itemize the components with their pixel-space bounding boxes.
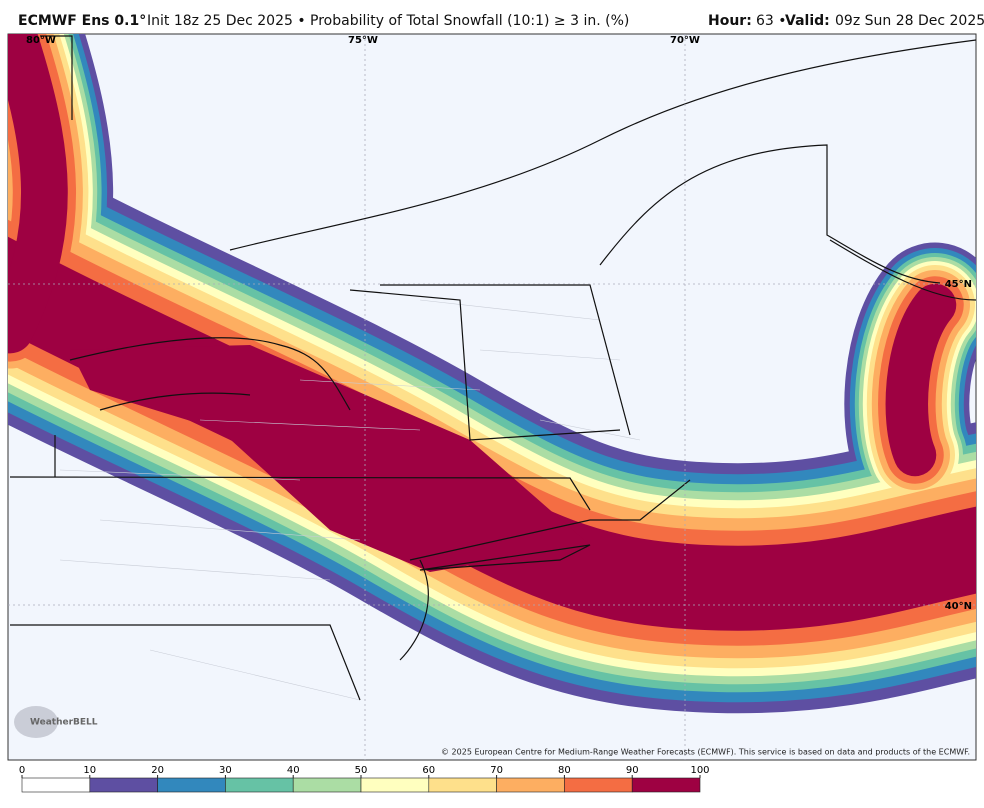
colorbar-segment (428, 777, 497, 793)
colorbar-tick-label: 0 (19, 765, 25, 776)
valid-label: Valid: (785, 13, 830, 29)
snow-probability-field (8, 34, 976, 714)
lon-label: 80°W (26, 35, 56, 46)
colorbar-segment (564, 777, 633, 793)
probability-band (8, 34, 68, 354)
colorbar-segment (21, 777, 91, 793)
logo: WeatherBELL (30, 718, 98, 728)
colorbar-tick-label: 10 (83, 765, 96, 776)
credit: © 2025 European Centre for Medium-Range … (441, 748, 970, 757)
colorbar-tick-label: 90 (626, 765, 639, 776)
colorbar-tick-label: 50 (355, 765, 368, 776)
colorbar-tick-label: 70 (490, 765, 503, 776)
colorbar-segment (225, 777, 294, 793)
lon-label: 75°W (348, 35, 378, 46)
colorbar-segment (360, 777, 430, 793)
colorbar-segment (89, 777, 158, 793)
colorbar-tick-label: 100 (690, 765, 709, 776)
logo-mark (14, 706, 58, 738)
colorbar-segment (631, 777, 701, 793)
colorbar-segment (157, 777, 226, 793)
colorbar-tick-label: 30 (219, 765, 232, 776)
colorbar-segment (496, 777, 565, 793)
colorbar-segment (292, 777, 362, 793)
colorbar-tick-label: 40 (287, 765, 300, 776)
colorbar-tick-label: 60 (422, 765, 435, 776)
hour: 63 • (756, 13, 787, 29)
model-title: ECMWF Ens 0.1° (18, 13, 146, 29)
lat-label: 40°N (945, 601, 972, 612)
valid: 09z Sun 28 Dec 2025 (835, 13, 984, 29)
colorbar-tick-label: 80 (558, 765, 571, 776)
hour-label: Hour: (708, 13, 752, 29)
colorbar-tick-label: 20 (151, 765, 164, 776)
probability-core (70, 345, 590, 572)
colorbar: 0 10 20 30 40 50 60 70 80 90 100 (19, 765, 710, 793)
lat-label: 45°N (945, 279, 972, 290)
lon-label: 70°W (670, 35, 700, 46)
boundaries (9, 35, 976, 701)
init-product: Init 18z 25 Dec 2025 • Probability of To… (147, 13, 629, 29)
probability-band (885, 283, 957, 477)
